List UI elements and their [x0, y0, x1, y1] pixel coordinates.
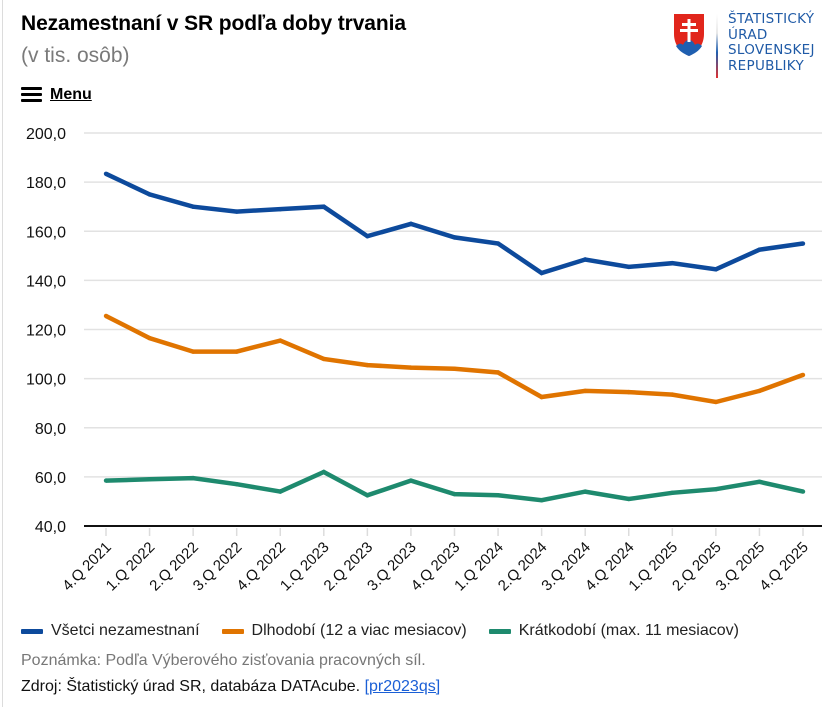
- logo-text: ŠTATISTICKÝ ÚRAD SLOVENSKEJ REPUBLIKY: [728, 11, 815, 74]
- data-point[interactable]: [757, 388, 762, 394]
- y-tick-label: 80,0: [35, 421, 66, 438]
- data-point[interactable]: [365, 233, 370, 239]
- y-tick-label: 160,0: [26, 224, 66, 241]
- data-point[interactable]: [365, 362, 370, 368]
- legend-item-all[interactable]: Všetci nezamestnaní: [21, 622, 200, 640]
- data-point[interactable]: [452, 491, 457, 497]
- data-point[interactable]: [626, 496, 631, 502]
- data-point[interactable]: [103, 171, 109, 176]
- data-point[interactable]: [757, 247, 762, 252]
- y-tick-label: 60,0: [35, 470, 66, 487]
- legend-label: Všetci nezamestnaní: [51, 622, 200, 639]
- hamburger-menu-icon: [21, 87, 42, 103]
- data-point[interactable]: [278, 206, 283, 212]
- data-point[interactable]: [365, 493, 370, 498]
- footnote: Poznámka: Podľa Výberového zisťovania pr…: [21, 652, 426, 669]
- legend-label: Krátkodobí (max. 11 mesiacov): [518, 622, 739, 639]
- data-point[interactable]: [147, 477, 152, 482]
- data-point[interactable]: [670, 392, 675, 397]
- data-point[interactable]: [452, 235, 457, 240]
- legend-label: Dlhodobí (12 a viac mesiacov): [251, 622, 467, 639]
- logo-line: SLOVENSKEJ: [728, 42, 815, 58]
- data-point[interactable]: [190, 475, 196, 481]
- data-point[interactable]: [539, 270, 544, 276]
- data-point[interactable]: [408, 365, 414, 370]
- data-point[interactable]: [408, 221, 414, 227]
- legend-item-short-term[interactable]: Krátkodobí (max. 11 mesiacov): [488, 622, 739, 640]
- data-point[interactable]: [670, 260, 675, 266]
- data-point[interactable]: [495, 493, 501, 498]
- logo-line: ŠTATISTICKÝ: [728, 11, 815, 27]
- data-point[interactable]: [278, 338, 283, 343]
- source-link[interactable]: [pr2023qs]: [364, 678, 441, 695]
- data-point[interactable]: [190, 349, 196, 354]
- data-point[interactable]: [234, 209, 239, 214]
- data-point[interactable]: [495, 241, 501, 246]
- legend-swatch-green: [488, 628, 511, 634]
- gridlines: [84, 132, 822, 527]
- menu-button[interactable]: Menu: [21, 86, 92, 104]
- data-point[interactable]: [539, 498, 544, 503]
- data-point[interactable]: [757, 479, 762, 484]
- data-point[interactable]: [670, 490, 675, 496]
- data-point[interactable]: [582, 388, 588, 394]
- data-point[interactable]: [190, 204, 196, 209]
- source-text: Zdroj: Štatistický úrad SR, databáza DAT…: [21, 678, 361, 695]
- data-point[interactable]: [234, 349, 239, 354]
- data-point[interactable]: [147, 192, 152, 197]
- data-point[interactable]: [103, 478, 109, 483]
- data-point[interactable]: [800, 372, 806, 378]
- data-point[interactable]: [321, 204, 327, 209]
- line-chart: 40,0 60,0 80,0 100,0 120,0 140,0 160,0 180,0 200…: [26, 126, 822, 594]
- series-line-0[interactable]: [105, 171, 804, 276]
- statistics-office-logo: ŠTATISTICKÝ ÚRAD SLOVENSKEJ REPUBLIKY: [672, 11, 815, 78]
- y-tick-label: 40,0: [35, 519, 66, 536]
- legend-swatch-orange: [221, 628, 244, 634]
- data-point[interactable]: [147, 335, 152, 341]
- legend-item-long-term[interactable]: Dlhodobí (12 a viac mesiacov): [221, 622, 467, 640]
- y-axis-ticks: 40,0 60,0 80,0 100,0 120,0 140,0 160,0 180,0 200…: [26, 126, 66, 536]
- data-point[interactable]: [713, 399, 719, 405]
- chart-subtitle: (v tis. osôb): [21, 44, 130, 67]
- data-point[interactable]: [800, 489, 806, 494]
- data-point[interactable]: [321, 356, 327, 362]
- series-lines: [103, 171, 806, 503]
- data-point[interactable]: [103, 313, 109, 319]
- logo-line: REPUBLIKY: [728, 57, 805, 74]
- chart-legend: Všetci nezamestnaní Dlhodobí (12 a viac …: [21, 622, 761, 640]
- data-point[interactable]: [626, 389, 631, 395]
- legend-swatch-blue: [21, 628, 43, 634]
- data-point[interactable]: [452, 366, 457, 371]
- y-tick-label: 180,0: [26, 175, 66, 192]
- data-point[interactable]: [713, 267, 719, 272]
- logo-line: ÚRAD: [728, 26, 768, 43]
- data-point[interactable]: [539, 394, 544, 400]
- data-point[interactable]: [582, 257, 588, 262]
- logo-divider: [716, 14, 718, 78]
- data-point[interactable]: [278, 489, 283, 494]
- menu-label: Menu: [50, 86, 92, 103]
- source-line: Zdroj: Štatistický úrad SR, databáza DAT…: [21, 678, 440, 696]
- data-point[interactable]: [234, 482, 239, 487]
- left-border: [2, 0, 3, 707]
- slovak-coat-of-arms-icon: [674, 14, 704, 56]
- y-tick-label: 200,0: [26, 126, 66, 143]
- data-point[interactable]: [495, 370, 501, 375]
- data-point[interactable]: [582, 489, 588, 494]
- y-tick-label: 120,0: [26, 323, 66, 340]
- y-tick-label: 100,0: [26, 372, 66, 389]
- data-point[interactable]: [321, 469, 327, 475]
- data-point[interactable]: [626, 264, 631, 270]
- data-point[interactable]: [800, 241, 806, 246]
- data-point[interactable]: [408, 478, 414, 483]
- chart-title: Nezamestnaní v SR podľa doby trvania: [21, 12, 406, 35]
- data-point[interactable]: [713, 486, 719, 492]
- y-tick-label: 140,0: [26, 273, 66, 290]
